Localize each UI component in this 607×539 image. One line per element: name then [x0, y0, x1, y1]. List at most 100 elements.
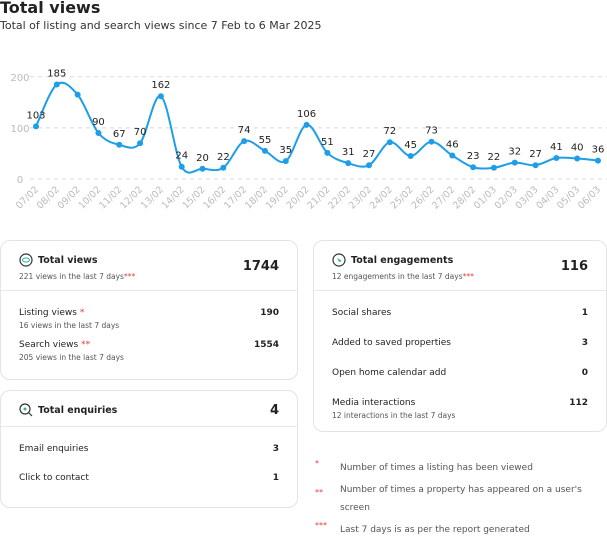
point: [470, 164, 477, 171]
point: [532, 162, 539, 169]
x-tick-label: 01/03: [472, 184, 499, 211]
card-row: Search views ** 205 views in the last 7 d…: [1, 340, 297, 362]
row-value: 190: [260, 308, 279, 318]
point: [53, 81, 60, 88]
data-label: 45: [404, 140, 417, 151]
data-label: 70: [134, 127, 147, 138]
card-header: Total enquiries 4: [1, 391, 297, 427]
y-tick-label: 0: [17, 175, 23, 186]
card-icon: [19, 403, 33, 417]
row-label: Media interactions: [332, 398, 588, 408]
x-tick-label: 11/02: [97, 184, 124, 211]
x-tick-label: 13/02: [139, 184, 166, 211]
row-value: 3: [581, 338, 588, 348]
x-tick-label: 20/02: [285, 184, 312, 211]
row-label: Listing views *: [19, 308, 279, 318]
card-total: 1744: [242, 259, 279, 274]
card-title: Total engagements: [351, 254, 454, 266]
data-label: 90: [92, 117, 105, 128]
point: [345, 160, 352, 167]
point: [116, 141, 123, 148]
row-label: Email enquiries: [19, 444, 279, 454]
y-tick-label: 100: [10, 124, 29, 135]
x-tick-label: 25/02: [389, 184, 416, 211]
card-header: Total views 221 views in the last 7 days*…: [1, 241, 297, 291]
row-label-text: Listing views: [19, 308, 77, 318]
line: [35, 81, 599, 174]
x-tick-label: 15/02: [180, 184, 207, 211]
row-note: 12 interactions in the last 7 days: [332, 411, 456, 420]
x-tick-label: 17/02: [222, 184, 249, 211]
card-total: 4: [269, 403, 279, 418]
data-label: 31: [342, 147, 355, 158]
x-tick-label: 03/03: [514, 184, 541, 211]
card-row: Listing views * 16 views in the last 7 da…: [1, 308, 297, 330]
point: [95, 130, 102, 136]
point: [33, 123, 39, 130]
card-subtitle-mark: ***: [123, 272, 136, 281]
x-tick-label: 05/03: [555, 184, 582, 211]
data-label: 35: [279, 145, 292, 156]
point: [386, 139, 393, 146]
data-label: 27: [529, 149, 542, 160]
row-label: Search views **: [19, 340, 279, 350]
card-title-row: Total views: [19, 253, 279, 267]
data-label: 36: [592, 145, 605, 156]
x-tick-label: 28/02: [451, 184, 478, 211]
row-label-text: Social shares: [332, 308, 392, 318]
card-icon: [19, 253, 33, 267]
card-icon: [332, 253, 346, 267]
row-label-text: Click to contact: [19, 473, 89, 483]
x-tick-label: 04/03: [534, 184, 561, 211]
x-tick-label: 23/02: [347, 184, 374, 211]
row-mark: *: [79, 308, 85, 318]
row-label-text: Email enquiries: [19, 444, 89, 454]
point: [241, 138, 248, 145]
point: [490, 164, 497, 171]
data-label: 32: [508, 147, 521, 158]
footnote-mark: *: [315, 459, 319, 468]
data-label: 106: [297, 109, 316, 120]
data-label: 22: [217, 152, 230, 163]
point: [511, 159, 518, 166]
x-tick-label: 26/02: [409, 184, 436, 211]
chart-title: Total views: [0, 0, 101, 17]
x-tick-label: 27/02: [430, 184, 457, 211]
data-label: 74: [238, 125, 251, 136]
point: [137, 140, 144, 147]
data-label: 24: [175, 151, 188, 162]
card-title: Total enquiries: [38, 404, 118, 416]
card-row: Social shares 1: [314, 308, 606, 318]
data-label: 20: [196, 153, 209, 164]
data-label: 27: [363, 149, 376, 160]
point: [178, 163, 185, 170]
point: [366, 162, 373, 169]
point: [428, 138, 435, 145]
x-tick-label: 18/02: [243, 184, 270, 211]
point: [282, 158, 289, 165]
footnote-text: Number of times a property has appeared …: [340, 485, 582, 513]
point: [407, 153, 414, 159]
data-label: 185: [47, 68, 66, 79]
point: [553, 155, 560, 162]
data-label: 73: [425, 126, 438, 137]
card-subtitle-text: 221 views in the last 7 days: [19, 272, 124, 281]
point: [449, 152, 456, 159]
point: [595, 157, 601, 164]
row-value: 1: [581, 308, 588, 318]
footnote-text: Last 7 days is as per the report generat…: [340, 525, 530, 535]
point: [261, 147, 268, 154]
row-label: Social shares: [332, 308, 588, 318]
row-value: 112: [569, 398, 588, 408]
row-note: 205 views in the last 7 days: [19, 353, 124, 362]
row-value: 0: [581, 368, 588, 378]
data-label: 51: [321, 137, 334, 148]
card-row: Open home calendar add 0: [314, 368, 606, 378]
data-label: 72: [383, 126, 396, 137]
x-tick-label: 14/02: [160, 184, 187, 211]
card: Total views 221 views in the last 7 days*…: [0, 240, 298, 380]
card: Total engagements 12 engagements in the l…: [313, 240, 607, 432]
row-value: 1: [272, 473, 279, 483]
data-label: 162: [151, 80, 170, 91]
x-tick-label: 02/03: [493, 184, 520, 211]
